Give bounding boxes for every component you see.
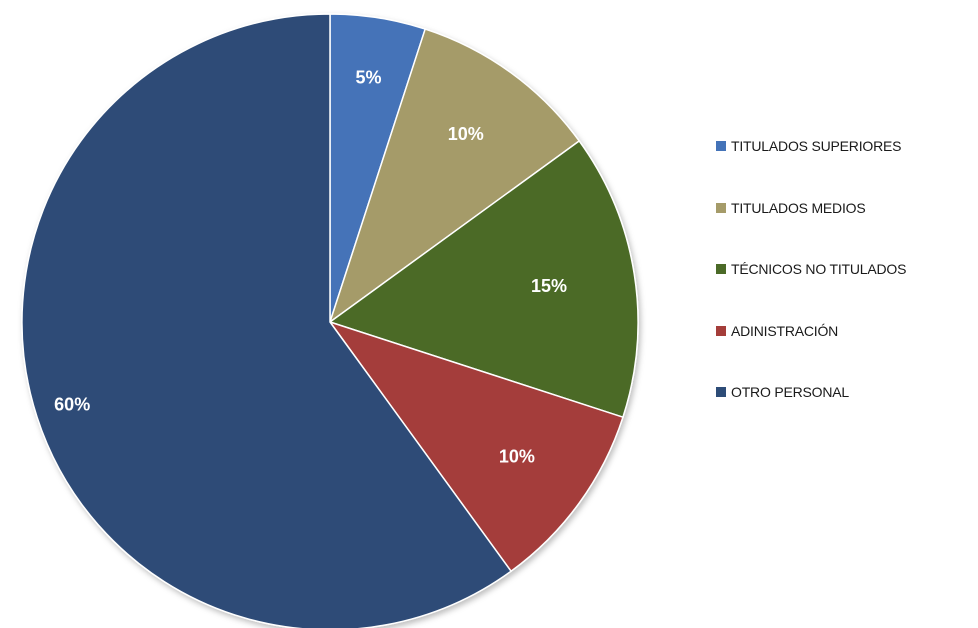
- legend-item: TÉCNICOS NO TITULADOS: [716, 259, 976, 279]
- legend-label: ADINISTRACIÓN: [731, 322, 839, 339]
- legend-swatch: [716, 202, 726, 213]
- legend-swatch: [716, 325, 726, 336]
- pie-data-labels: 5% 10% 15% 10% 60%: [54, 67, 567, 466]
- chart-legend: TITULADOS SUPERIORES TITULADOS MEDIOS TÉCN…: [716, 136, 976, 444]
- legend-item: TITULADOS SUPERIORES: [716, 136, 976, 156]
- legend-item: OTRO PERSONAL: [716, 382, 976, 402]
- pie-data-label-2: 10%: [448, 124, 484, 144]
- legend-swatch: [716, 387, 726, 397]
- pie-slices: [21, 13, 639, 628]
- pie-data-label-5: 60%: [54, 395, 90, 415]
- legend-label: OTRO PERSONAL: [731, 384, 849, 400]
- pie-slice-4: [328, 320, 624, 573]
- pie-data-label-1: 5%: [355, 67, 381, 87]
- legend-label: TITULADOS MEDIOS: [731, 199, 866, 216]
- legend-label: TITULADOS SUPERIORES: [731, 138, 902, 154]
- pie-slice-5: [21, 13, 513, 628]
- pie-slice-3: [328, 139, 639, 419]
- pie-data-label-3: 15%: [531, 276, 567, 296]
- pie-slice-2: [328, 28, 581, 324]
- legend-swatch: [716, 264, 726, 274]
- legend-label: TÉCNICOS NO TITULADOS: [731, 261, 907, 277]
- legend-item: ADINISTRACIÓN: [716, 321, 976, 341]
- pie-data-label-4: 10%: [499, 447, 535, 467]
- legend-item: TITULADOS MEDIOS: [716, 198, 976, 218]
- legend-swatch: [716, 141, 726, 151]
